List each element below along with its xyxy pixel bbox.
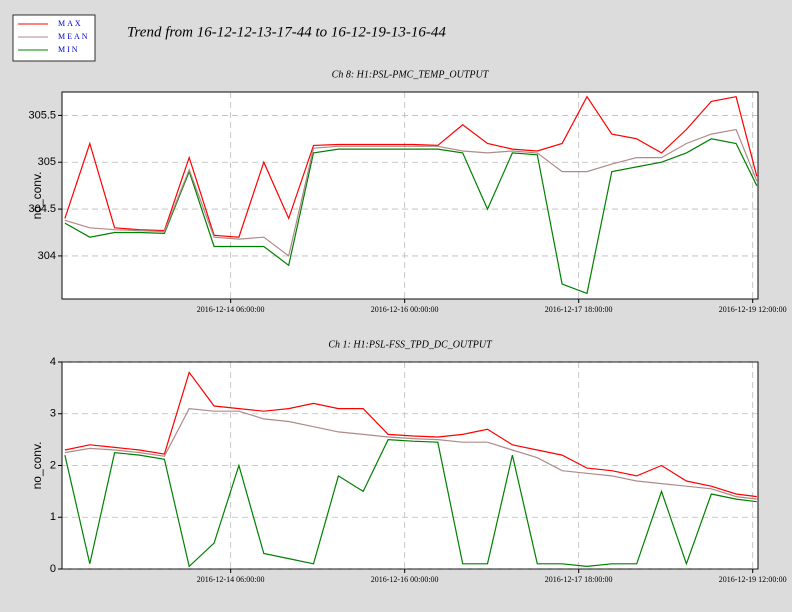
- chart-title: Ch 8: H1:PSL-PMC_TEMP_OUTPUT: [332, 69, 490, 80]
- x-tick-label: 2016-12-19 12:00:00: [719, 575, 787, 584]
- plot-frame: [61, 361, 759, 570]
- y-tick-label: 4: [50, 356, 56, 368]
- x-tick-label: 2016-12-17 18:00:00: [545, 305, 613, 314]
- y-tick-label: 304.5: [28, 203, 56, 215]
- page-title: Trend from 16-12-12-13-17-44 to 16-12-19…: [127, 24, 446, 40]
- y-tick-label: 3: [50, 408, 56, 420]
- series-line: [64, 138, 758, 295]
- legend-box: [12, 14, 96, 62]
- y-tick-label: 0: [50, 563, 56, 575]
- x-tick-label: 2016-12-17 18:00:00: [545, 575, 613, 584]
- y-tick-label: 304: [38, 250, 56, 262]
- y-tick-label: 2: [50, 459, 56, 471]
- series-line: [64, 371, 757, 498]
- plot-frame: [61, 91, 759, 300]
- legend-label: MIN: [58, 45, 80, 54]
- y-axis-label: no_conv.: [30, 172, 44, 220]
- x-tick-label: 2016-12-14 06:00:00: [197, 575, 265, 584]
- legend-label: MEAN: [58, 32, 90, 41]
- series-line: [64, 95, 758, 238]
- y-tick-label: 1: [50, 511, 56, 523]
- x-tick-label: 2016-12-14 06:00:00: [197, 305, 265, 314]
- x-tick-label: 2016-12-19 12:00:00: [719, 305, 787, 314]
- x-tick-label: 2016-12-16 00:00:00: [371, 305, 439, 314]
- series-line: [64, 438, 757, 568]
- x-tick-label: 2016-12-16 00:00:00: [371, 575, 439, 584]
- series-line: [64, 407, 757, 500]
- y-axis-label: no_conv.: [30, 442, 44, 490]
- series-line: [64, 128, 758, 257]
- chart-title: Ch 1: H1:PSL-FSS_TPD_DC_OUTPUT: [328, 339, 493, 350]
- legend-label: MAX: [58, 19, 83, 28]
- y-tick-label: 305: [38, 156, 56, 168]
- plot-area: [61, 91, 759, 300]
- y-tick-label: 305.5: [28, 109, 56, 121]
